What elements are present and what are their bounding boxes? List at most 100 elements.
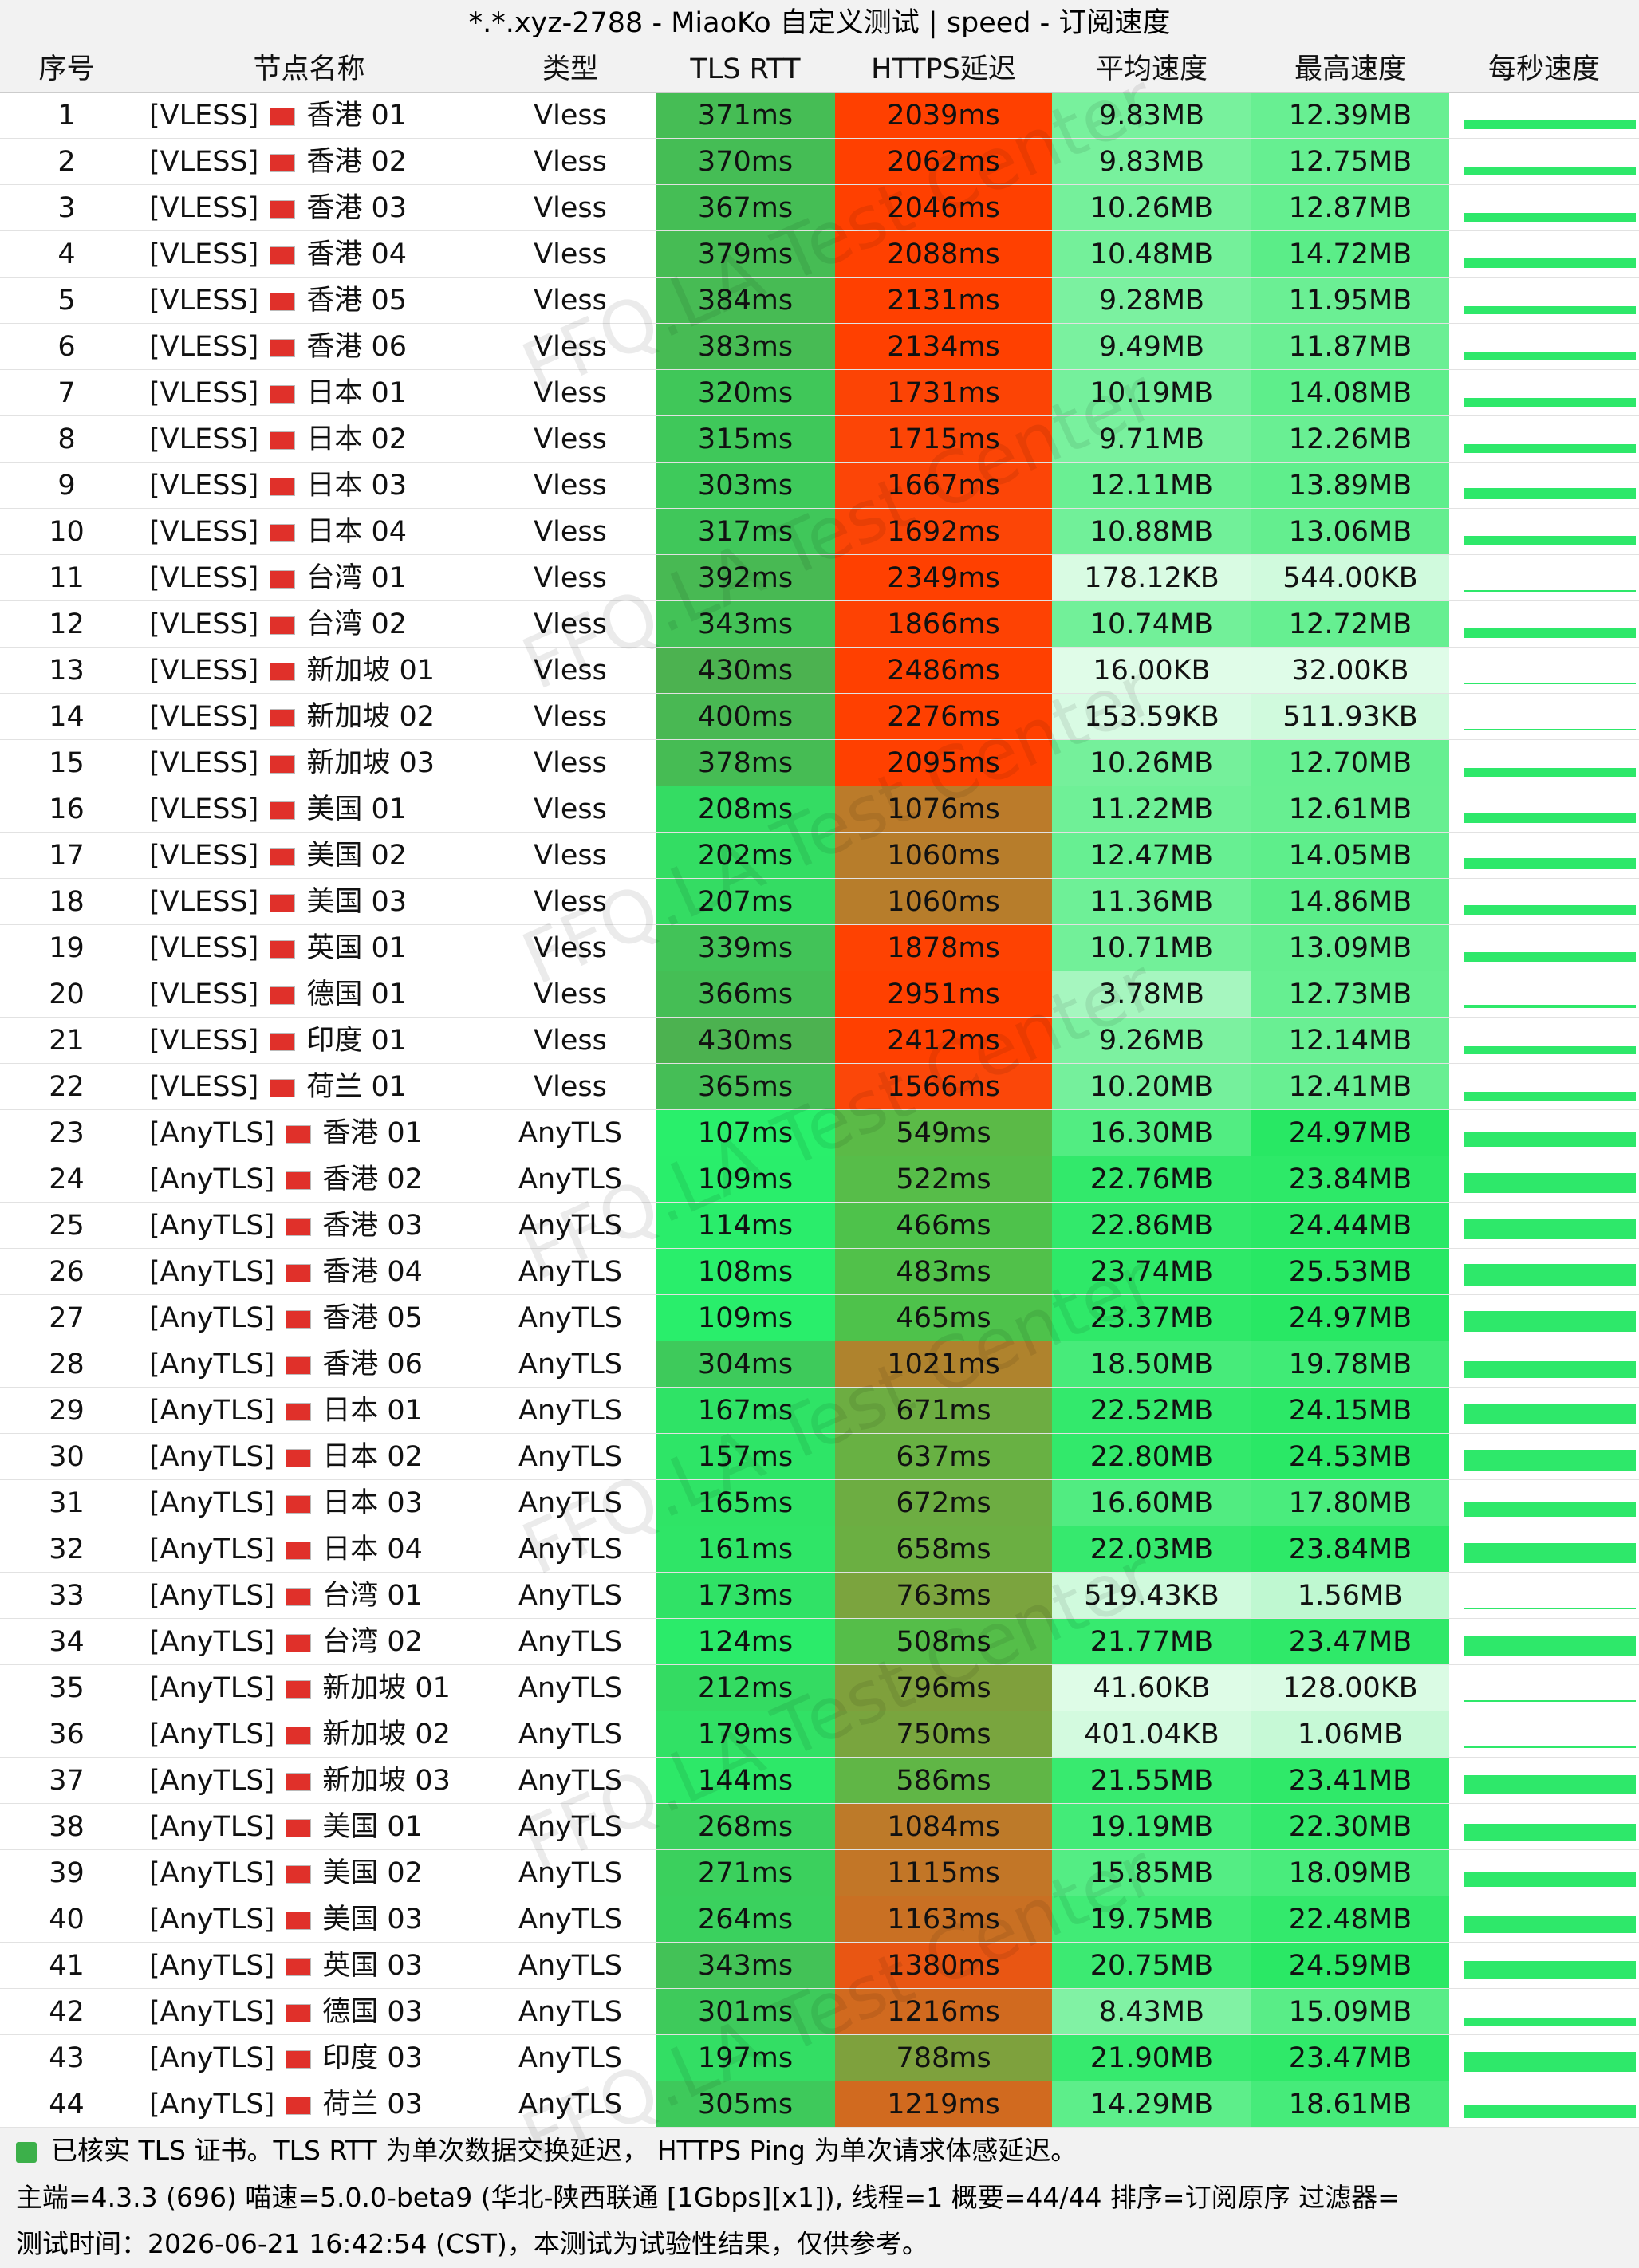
flag-icon [286, 1726, 312, 1745]
speed-sparkline [1464, 1132, 1636, 1147]
index: 7 [0, 370, 133, 416]
max-speed: 25.53MB [1251, 1249, 1449, 1295]
tls-rtt: 157ms [656, 1434, 835, 1480]
max-speed: 32.00KB [1251, 648, 1449, 694]
per-second-speed [1449, 2081, 1639, 2128]
avg-speed: 23.74MB [1052, 1249, 1251, 1295]
speed-sparkline [1464, 767, 1636, 777]
tls-rtt: 343ms [656, 1943, 835, 1989]
flag-icon [286, 2003, 312, 2022]
max-speed: 12.14MB [1251, 1018, 1449, 1064]
max-speed: 12.70MB [1251, 740, 1449, 786]
tls-rtt: 367ms [656, 185, 835, 231]
node-region: 荷兰 03 [322, 2089, 423, 2120]
type: AnyTLS [485, 1850, 656, 1896]
tls-rtt: 144ms [656, 1758, 835, 1804]
flag-icon [270, 708, 296, 727]
tls-rtt: 114ms [656, 1203, 835, 1249]
type: AnyTLS [485, 1804, 656, 1850]
flag-icon [270, 939, 296, 959]
node-name: [AnyTLS] 美国 02 [133, 1850, 485, 1896]
https-latency: 1715ms [835, 416, 1052, 463]
https-latency: 2088ms [835, 231, 1052, 278]
node-name: [VLESS] 日本 02 [133, 416, 485, 463]
tls-rtt: 271ms [656, 1850, 835, 1896]
tls-rtt: 202ms [656, 833, 835, 879]
check-icon [16, 2141, 37, 2163]
node-region: 日本 02 [322, 1441, 423, 1473]
node-tag: [AnyTLS] [149, 1349, 275, 1380]
avg-speed: 22.86MB [1052, 1203, 1251, 1249]
per-second-speed [1449, 93, 1639, 139]
node-tag: [AnyTLS] [149, 1487, 275, 1519]
speed-sparkline [1464, 1700, 1636, 1702]
tls-rtt: 315ms [656, 416, 835, 463]
index: 28 [0, 1341, 133, 1388]
type: AnyTLS [485, 1573, 656, 1619]
footer-text: 已核实 TLS 证书。TLS RTT 为单次数据交换延迟， HTTPS Ping… [51, 2135, 1078, 2166]
tls-rtt: 366ms [656, 971, 835, 1018]
node-name: [VLESS] 荷兰 01 [133, 1064, 485, 1110]
tls-rtt: 207ms [656, 879, 835, 925]
node-name: [AnyTLS] 香港 04 [133, 1249, 485, 1295]
column-header: 每秒速度 [1449, 46, 1639, 93]
max-speed: 12.41MB [1251, 1064, 1449, 1110]
avg-speed: 23.37MB [1052, 1295, 1251, 1341]
node-name: [VLESS] 美国 02 [133, 833, 485, 879]
max-speed: 24.44MB [1251, 1203, 1449, 1249]
https-latency: 2276ms [835, 694, 1052, 740]
per-second-speed [1449, 370, 1639, 416]
avg-speed: 19.19MB [1052, 1804, 1251, 1850]
index: 44 [0, 2081, 133, 2128]
https-latency: 1115ms [835, 1850, 1052, 1896]
node-name: [VLESS] 英国 01 [133, 925, 485, 971]
node-region: 美国 02 [306, 840, 407, 872]
speed-sparkline [1464, 858, 1636, 869]
node-name: [VLESS] 美国 03 [133, 879, 485, 925]
avg-speed: 11.22MB [1052, 786, 1251, 833]
avg-speed: 18.50MB [1052, 1341, 1251, 1388]
avg-speed: 21.55MB [1052, 1758, 1251, 1804]
speed-sparkline [1464, 352, 1636, 360]
flag-icon [286, 1448, 312, 1467]
node-tag: [AnyTLS] [149, 1302, 275, 1334]
flag-icon [270, 431, 296, 450]
tls-rtt: 365ms [656, 1064, 835, 1110]
speed-sparkline [1464, 1404, 1636, 1424]
node-region: 台湾 02 [322, 1626, 423, 1658]
per-second-speed [1449, 833, 1639, 879]
per-second-speed [1449, 786, 1639, 833]
https-latency: 1216ms [835, 1989, 1052, 2035]
node-name: [AnyTLS] 日本 02 [133, 1434, 485, 1480]
node-region: 台湾 02 [306, 608, 407, 640]
node-tag: [VLESS] [149, 516, 259, 548]
node-name: [VLESS] 日本 03 [133, 463, 485, 509]
max-speed: 13.06MB [1251, 509, 1449, 555]
node-region: 美国 03 [322, 1904, 423, 1935]
footer-text: 主端=4.3.3 (696) 喵速=5.0.0-beta9 (华北-陕西联通 [… [16, 2181, 1400, 2213]
index: 41 [0, 1943, 133, 1989]
node-region: 德国 03 [322, 1996, 423, 2028]
per-second-speed [1449, 1064, 1639, 1110]
avg-speed: 14.29MB [1052, 2081, 1251, 2128]
index: 38 [0, 1804, 133, 1850]
index: 19 [0, 925, 133, 971]
speed-sparkline [1464, 1091, 1636, 1101]
per-second-speed [1449, 324, 1639, 370]
node-name: [AnyTLS] 台湾 02 [133, 1619, 485, 1665]
avg-speed: 20.75MB [1052, 1943, 1251, 1989]
flag-icon [286, 1864, 312, 1884]
max-speed: 15.09MB [1251, 1989, 1449, 2035]
flag-icon [286, 1494, 312, 1514]
type: AnyTLS [485, 1203, 656, 1249]
flag-icon [270, 523, 296, 542]
node-name: [AnyTLS] 荷兰 03 [133, 2081, 485, 2128]
type: AnyTLS [485, 1480, 656, 1526]
max-speed: 1.06MB [1251, 1711, 1449, 1758]
tls-rtt: 109ms [656, 1156, 835, 1203]
index: 10 [0, 509, 133, 555]
index: 22 [0, 1064, 133, 1110]
avg-speed: 9.83MB [1052, 93, 1251, 139]
node-tag: [AnyTLS] [149, 1626, 275, 1658]
flag-icon [270, 107, 296, 126]
